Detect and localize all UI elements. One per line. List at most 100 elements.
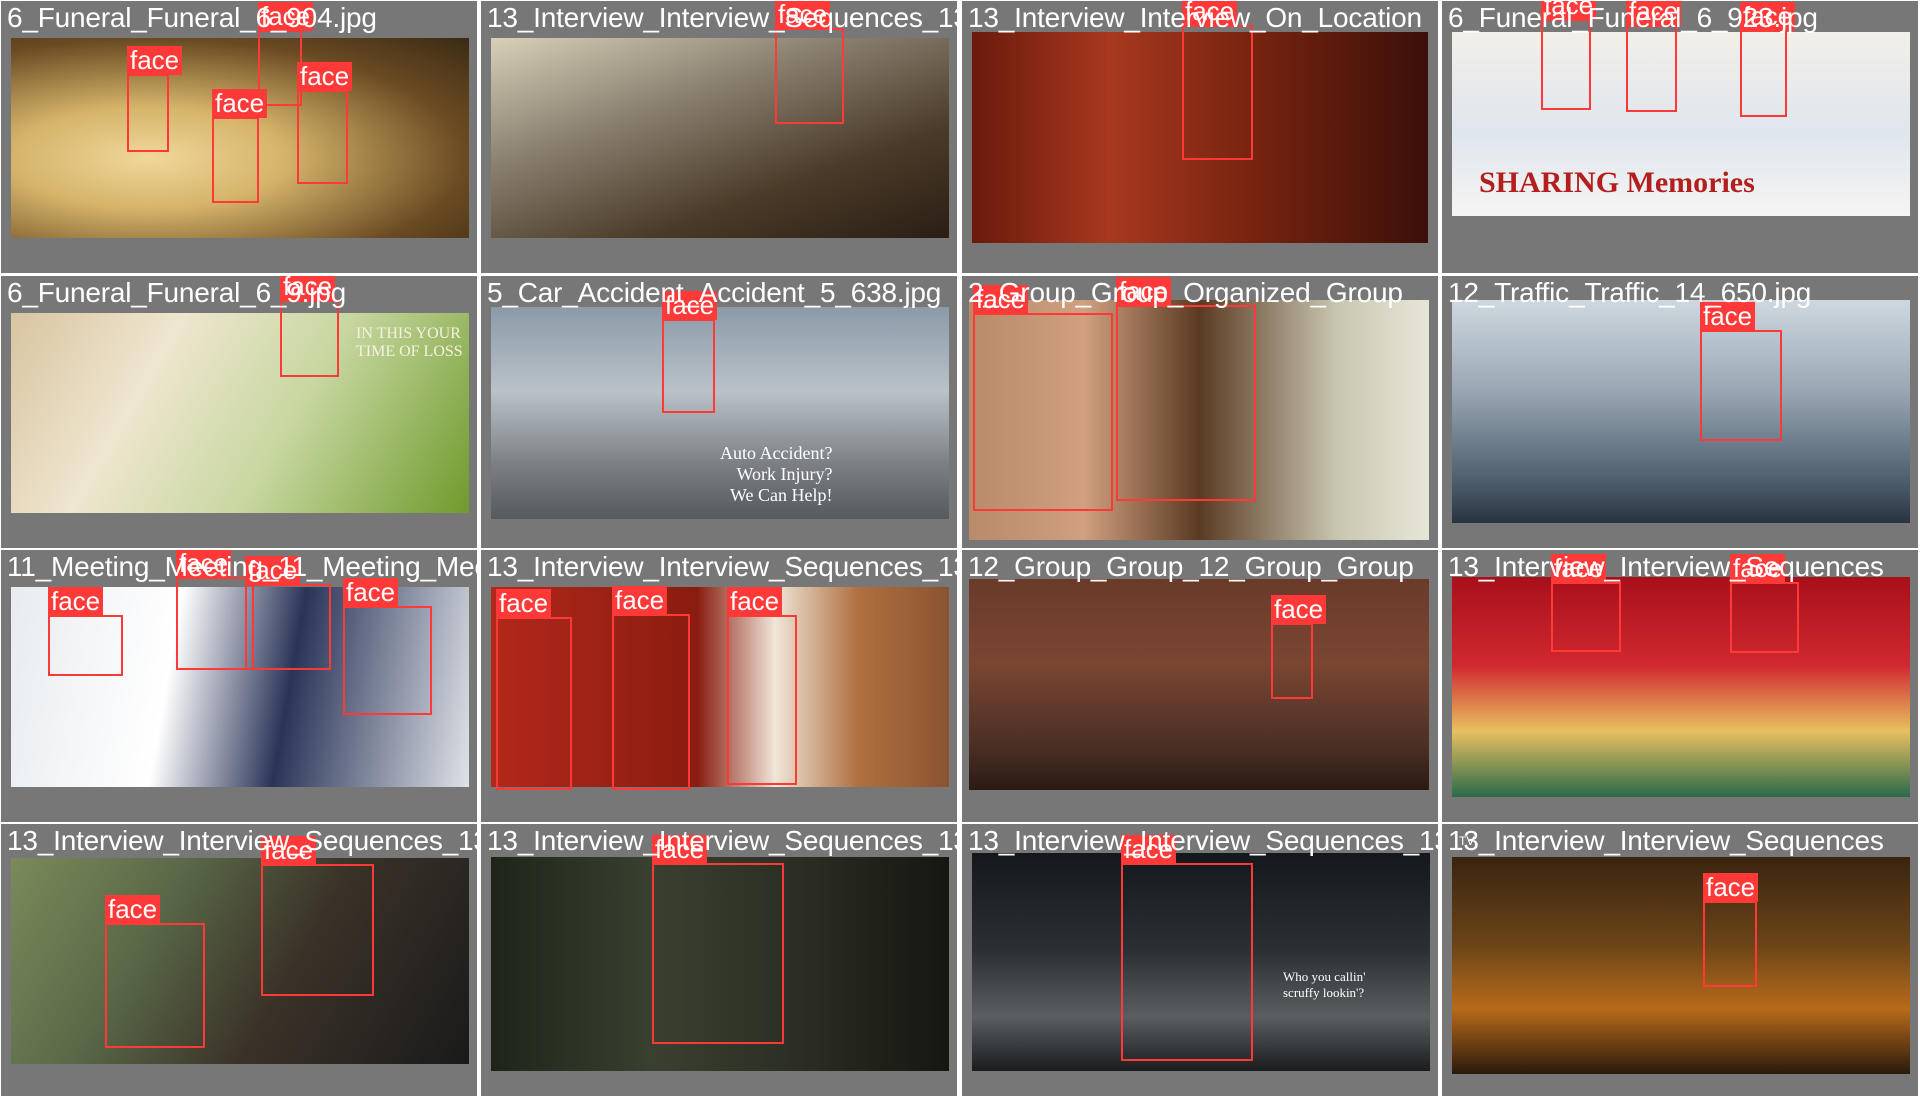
tile-party-group-box-costume: face 12_Group_Group_12_Group_Group xyxy=(962,550,1438,822)
face-detection-label: face xyxy=(1182,1,1238,26)
face-detection-box: face xyxy=(1740,2,1796,117)
tile-filename-title: 6_Funeral_Funeral_6_904.jpg xyxy=(7,2,377,33)
face-detection-box: face xyxy=(1182,1,1253,160)
face-detection-label: face xyxy=(1121,835,1177,864)
face-detection-label: face xyxy=(245,556,301,585)
face-detection-label: face xyxy=(1551,554,1607,583)
photo-caption: Auto Accident? Work Injury? We Can Help! xyxy=(720,443,832,506)
face-detection-box: face xyxy=(212,89,268,203)
photo-caption: SHARING Memories xyxy=(1479,166,1755,200)
tile-woman-in-car-thumbs-up: face 12_Traffic_Traffic_14_650.jpg xyxy=(1442,276,1918,548)
face-detection-label: face xyxy=(1703,873,1759,902)
face-detection-label: face xyxy=(48,587,104,616)
tile-filename-title: 6_Funeral_Funeral_6_923.jpg xyxy=(1448,2,1818,33)
face-detection-box: face xyxy=(258,2,314,106)
tile-filename-title: 5_Car_Accident_Accident_5_638.jpg xyxy=(487,277,942,308)
face-detection-label: face xyxy=(261,836,317,865)
tile-funeral-family-photo-album: face face face face 6_Funeral_Funeral_6_904.… xyxy=(1,1,477,273)
face-detection-box: face xyxy=(245,556,331,670)
face-detection-box: face xyxy=(775,1,844,124)
face-detection-box: face xyxy=(1700,302,1782,441)
photo-caption-line: We Can Help! xyxy=(729,485,833,505)
photo-sharing-memories-banner xyxy=(1452,32,1910,216)
tile-filename-title: 2_Group_Group_Organized_Group xyxy=(968,277,1403,308)
tile-filename-title: 13_Interview_Interview_Sequences_13_889 xyxy=(968,825,1438,856)
face-detection-box: face xyxy=(727,587,797,785)
face-detection-label: face xyxy=(496,589,552,618)
tile-man-with-arrows: face13_Interview_Interview_Sequences_13_… xyxy=(481,824,957,1096)
photo-caption-line: Work Injury? xyxy=(736,464,833,484)
face-detection-box: face xyxy=(1551,554,1621,652)
face-detection-label: face xyxy=(343,578,399,607)
face-detection-label: face xyxy=(662,291,718,320)
face-detection-box: face xyxy=(1703,873,1759,987)
face-detection-label: face xyxy=(1740,2,1796,31)
photo-auto-accident-ad xyxy=(491,307,949,519)
photo-funeral-family-photo-album xyxy=(11,38,469,238)
photo-caption: IN THIS YOUR TIME OF LOSS xyxy=(356,325,466,361)
face-detection-box: face xyxy=(176,550,254,670)
face-detection-box: face xyxy=(1541,1,1597,110)
face-detection-label: face xyxy=(1541,1,1597,20)
face-detection-box: face xyxy=(612,586,690,790)
photo-caption-line: SHARING Memories xyxy=(1479,166,1755,199)
photo-woman-portrait-red-door xyxy=(972,32,1428,243)
face-detection-box: face xyxy=(105,895,205,1048)
face-detection-box: face xyxy=(1116,277,1256,501)
face-detection-box: face xyxy=(261,836,374,996)
face-detection-box: face xyxy=(1626,1,1682,112)
photo-funeral-home-brochure xyxy=(11,313,469,513)
face-detection-label: face xyxy=(176,550,232,578)
photo-caption-line: Who you callin' xyxy=(1283,969,1366,984)
photo-caption-line: TV xyxy=(1459,834,1475,848)
face-detection-box: face xyxy=(1730,554,1799,653)
face-detection-label: face xyxy=(127,46,183,75)
face-detection-label: face xyxy=(212,89,268,118)
photo-man-with-arrows xyxy=(491,857,949,1071)
face-detection-label: face xyxy=(1730,554,1786,583)
photo-caption-line: Auto Accident? xyxy=(720,443,833,463)
face-detection-box: face xyxy=(662,291,718,413)
tile-filename-title: 13_Interview_Interview_Sequences xyxy=(1448,551,1884,582)
face-detection-box: face xyxy=(1271,595,1327,699)
face-detection-label: face xyxy=(652,835,708,864)
face-detection-label: face xyxy=(973,285,1029,314)
tile-filename-title: 13_Interview_Interview_Sequences xyxy=(1448,825,1884,856)
face-detection-box: face xyxy=(48,587,123,676)
tile-filename-title: 13_Interview_Interview_Sequences_13_235 xyxy=(487,551,957,582)
tile-filename-title: 11_Meeting_Meeting_11_Meeting_Meeting_11 xyxy=(7,551,477,582)
photo-soldier-with-rifle xyxy=(491,38,949,238)
tile-two-women-red-backdrop: face face 13_Interview_Interview_Sequences xyxy=(1442,550,1918,822)
tile-filename-title: 13_Interview_Interview_Sequences_13_281 xyxy=(487,2,957,33)
tile-filename-title: 12_Traffic_Traffic_14_650.jpg xyxy=(1448,277,1812,308)
tile-business-meeting: face face face face 11_Meeting_Meeting_11_Me… xyxy=(1,550,477,822)
face-detection-box: face xyxy=(297,62,353,184)
tile-soldier-with-rifle: face13_Interview_Interview_Sequences_13_… xyxy=(481,1,957,273)
face-detection-label: face xyxy=(612,586,668,615)
face-detection-box: face xyxy=(127,46,183,152)
tile-man-sunglasses-subtitle: Who you callin' scruffy lookin'? face 13_In… xyxy=(962,824,1438,1096)
photo-woman-in-car-thumbs-up xyxy=(1452,300,1910,523)
face-detection-box: face xyxy=(496,589,572,790)
photo-caption: Who you callin' scruffy lookin'? xyxy=(1283,969,1366,1001)
face-detection-label: face xyxy=(1700,302,1756,331)
tile-filename-title: 12_Group_Group_12_Group_Group xyxy=(968,551,1414,582)
face-detection-label: face xyxy=(727,587,783,616)
face-detection-box: face xyxy=(280,276,339,377)
photo-profiles-red-background xyxy=(491,587,949,787)
tile-woman-portrait-red-door: face 13_Interview_Interview_On_Location xyxy=(962,1,1438,273)
face-detection-box: face xyxy=(973,285,1113,511)
photo-business-meeting xyxy=(11,587,469,787)
face-detection-label: face xyxy=(297,62,353,91)
tile-two-women-selfie: face face 2_Group_Group_Organized_Group xyxy=(962,276,1438,548)
photo-caption: TV xyxy=(1459,834,1474,848)
face-detection-label: face xyxy=(280,276,336,301)
photo-couple-by-river xyxy=(11,858,469,1064)
face-detection-label: face xyxy=(1626,1,1682,26)
photo-tv-still-orange-jacket xyxy=(1452,857,1910,1074)
tile-funeral-home-brochure: IN THIS YOUR TIME OF LOSS face 6_Funeral_F… xyxy=(1,276,477,548)
tile-couple-by-river: face face 13_Interview_Interview_Sequences… xyxy=(1,824,477,1096)
photo-caption-line: IN THIS YOUR TIME OF LOSS xyxy=(356,325,463,360)
tile-filename-title: 13_Interview_Interview_Sequences_13_705 xyxy=(7,825,477,856)
